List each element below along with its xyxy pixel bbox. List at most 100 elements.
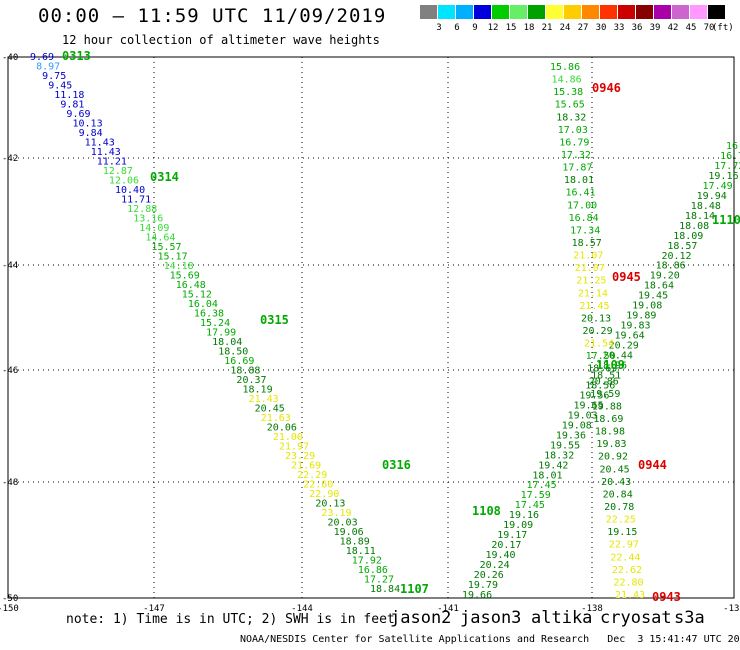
swh-value: 15.69 <box>170 271 200 282</box>
legend-label: 45 <box>685 23 697 33</box>
pass-time-label: 0316 <box>382 458 411 472</box>
swh-value: 18.50 <box>218 347 248 358</box>
swh-value: 9.81 <box>60 100 84 111</box>
swh-value: 14.86 <box>552 75 582 86</box>
swh-value: 18.04 <box>212 337 242 348</box>
swh-value: 18.14 <box>685 211 715 222</box>
swh-value: 18.48 <box>691 201 721 212</box>
legend-swatch <box>546 5 563 19</box>
swh-value: 18.98 <box>595 427 625 438</box>
legend-label: 6 <box>454 23 460 33</box>
swh-value: 16.86 <box>358 565 388 576</box>
swh-value: 20.44 <box>603 351 633 362</box>
swh-value: 16.69 <box>224 356 254 367</box>
swh-value: 16.48 <box>176 280 206 291</box>
swh-value: 19.59 <box>590 389 620 400</box>
swh-value: 17.45 <box>527 480 557 491</box>
legend-label: 70 <box>703 23 715 33</box>
swh-value: 15.57 <box>151 242 181 253</box>
swh-value: 20.45 <box>600 464 630 475</box>
swh-value: 18.64 <box>644 281 674 292</box>
legend-swatch <box>600 5 617 19</box>
swh-value: 20.03 <box>328 518 358 529</box>
legend-label: 27 <box>577 23 589 33</box>
swh-value: 20.43 <box>601 477 631 488</box>
swh-value: 20.86 <box>589 376 619 387</box>
lon-tick-label: -147 <box>143 604 165 614</box>
swh-value: 12.87 <box>103 166 133 177</box>
legend-label: 21 <box>541 23 553 33</box>
swh-value: 20.45 <box>255 404 285 415</box>
lat-tick-label: -40 <box>2 53 18 63</box>
swh-value: 12.88 <box>127 204 157 215</box>
legend-swatch <box>492 5 509 19</box>
swh-value: 21.97 <box>279 442 309 453</box>
legend-swatch <box>708 5 725 19</box>
swh-value: 9.69 <box>30 52 54 63</box>
swh-value: 19.15 <box>607 527 637 538</box>
legend-label: 24 <box>559 23 571 33</box>
swh-value: 21.45 <box>579 301 609 312</box>
swh-value: 23.29 <box>285 451 315 462</box>
satellite-jason2: jason2 <box>390 608 452 628</box>
swh-value: 16.04 <box>188 299 218 310</box>
swh-value: 9.84 <box>79 128 103 139</box>
legend-swatch <box>420 5 437 19</box>
swh-value: 19.56 <box>579 390 609 401</box>
swh-value: 19.83 <box>596 439 626 450</box>
swh-value: 19.16 <box>708 171 738 182</box>
lat-tick-label: -42 <box>2 154 18 164</box>
swh-value: 21.25 <box>576 276 606 287</box>
swh-value: 20.13 <box>315 499 345 510</box>
swh-value: 17.99 <box>206 328 236 339</box>
swh-value: 18.09 <box>673 231 703 242</box>
swh-value: 17.03 <box>558 125 588 136</box>
swh-value: 21.69 <box>291 461 321 472</box>
footer-credit: NOAA/NESDIS Center for Satellite Applica… <box>240 634 740 645</box>
swh-value: 17.50 <box>586 351 616 362</box>
swh-value: 21.14 <box>578 288 608 299</box>
swh-value: 15.24 <box>200 318 230 329</box>
note-text: note: 1) Time is in UTC; 2) SWH is in fe… <box>66 612 395 627</box>
swh-value: 11.21 <box>97 157 127 168</box>
swh-value: 19.03 <box>568 410 598 421</box>
swh-value: 20.13 <box>581 313 611 324</box>
swh-value: 15.12 <box>182 290 212 301</box>
satellite-cryosat: cryosat <box>600 608 672 628</box>
swh-value: 19.16 <box>509 510 539 521</box>
legend-label: 42 <box>667 23 679 33</box>
swh-value: 18.69 <box>587 364 617 375</box>
swh-value: 18.96 <box>597 361 627 372</box>
swh-value: 19.79 <box>468 580 498 591</box>
swh-value: 21.54 <box>584 339 614 350</box>
swh-value: 22.44 <box>610 552 640 563</box>
swh-value: 19.65 <box>573 400 603 411</box>
pass-time-label: 1110 <box>712 213 740 227</box>
pass-time-label: 0313 <box>62 49 91 63</box>
swh-value: 19.45 <box>638 291 668 302</box>
swh-value: 19.40 <box>485 550 515 561</box>
swh-value: 18.57 <box>667 241 697 252</box>
swh-value: 22.29 <box>297 470 327 481</box>
swh-value: 20.84 <box>603 489 633 500</box>
swh-value: 19.64 <box>615 331 645 342</box>
swh-value: 21.43 <box>615 590 645 601</box>
swh-value: 17.92 <box>352 556 382 567</box>
lat-tick-label: -48 <box>2 478 18 488</box>
lon-tick-label: -138 <box>581 604 603 614</box>
legend-label: 30 <box>595 23 607 33</box>
legend-unit: (ft) <box>712 23 734 33</box>
swh-value: 15.38 <box>553 87 583 98</box>
swh-value: 22.90 <box>309 489 339 500</box>
satellite-jason3: jason3 <box>460 608 522 628</box>
swh-value: 20.26 <box>474 570 504 581</box>
swh-value: 18.32 <box>544 450 574 461</box>
swh-value: 15.17 <box>158 252 188 263</box>
swh-value: 16.41 <box>565 188 595 199</box>
swh-value: 14.64 <box>145 233 175 244</box>
legend-label: 15 <box>505 23 517 33</box>
swh-value: 16.96 <box>726 141 740 152</box>
swh-value: 18.88 <box>230 366 260 377</box>
swh-value: 19.08 <box>562 420 592 431</box>
